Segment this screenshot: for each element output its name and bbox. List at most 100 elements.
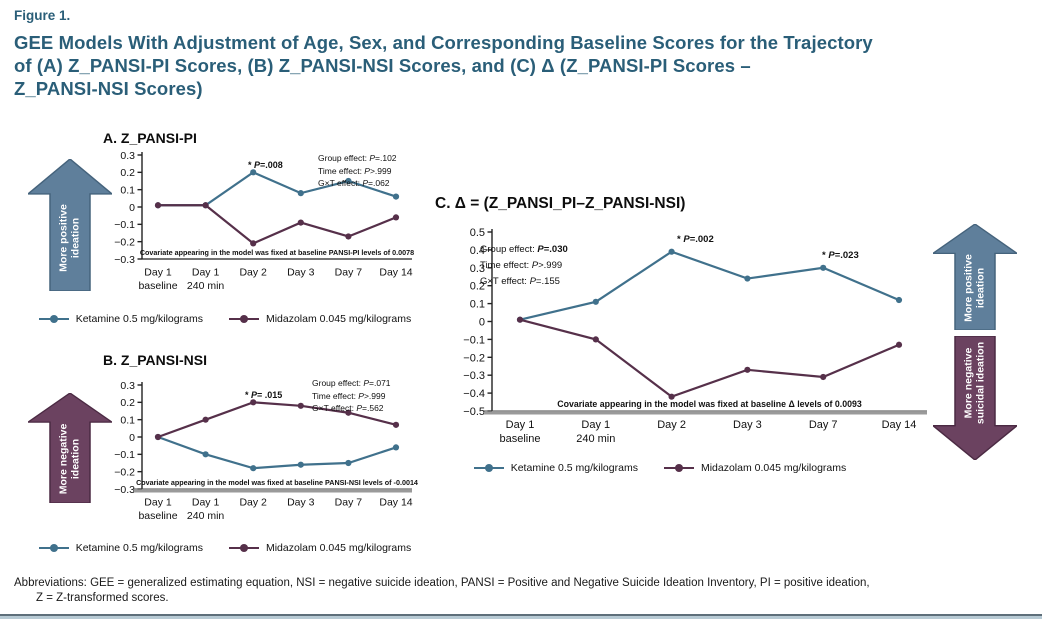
figure-label: Figure 1. (14, 8, 71, 23)
more-positive-ideation-arrow: More positive ideation (25, 158, 115, 292)
arrow-label: More positive ideation (962, 253, 987, 322)
abbreviations: Abbreviations: GEE = generalized estimat… (14, 576, 1028, 606)
more-negative-suicidal-ideation-arrow: More negative suicidal ideation (930, 335, 1020, 461)
ketamine-line-marker-icon (473, 464, 504, 473)
svg-text:−0.2: −0.2 (114, 236, 135, 248)
svg-text:−0.1: −0.1 (114, 449, 135, 461)
midazolam-line-marker-icon (228, 315, 259, 324)
svg-text:Day 1: Day 1 (144, 267, 172, 279)
panel-c: C. Δ = (Z_PANSI_PI–Z_PANSI-NSI) 0.5 0.4 0.… (425, 190, 1042, 490)
significance-label-c-day2: * P=.002 (677, 234, 714, 245)
svg-text:−0.2: −0.2 (114, 466, 135, 478)
svg-text:0.4: 0.4 (470, 245, 485, 257)
down-arrow-icon (930, 335, 1020, 461)
panel-b: B. Z_PANSI-NSI More negative ideation 0.… (0, 347, 420, 569)
midazolam-line-marker-icon (228, 544, 259, 553)
arrow-label: More negative suicidal ideation (962, 341, 987, 425)
svg-text:Day 1: Day 1 (144, 497, 172, 509)
panel-b-stats: Group effect: P=.071 Time effect: P>.999… (312, 378, 391, 413)
svg-text:Day 14: Day 14 (379, 267, 412, 279)
significance-label-a: * P=.008 (248, 160, 283, 170)
legend-ketamine: Ketamine 0.5 mg/kilograms (38, 542, 203, 554)
figure-title: GEE Models With Adjustment of Age, Sex, … (14, 31, 873, 100)
significance-label-b: * P= .015 (245, 390, 283, 400)
svg-text:Day 2: Day 2 (239, 497, 267, 509)
legend-ketamine: Ketamine 0.5 mg/kilograms (473, 462, 638, 474)
ketamine-line-marker-icon (38, 315, 69, 324)
svg-text:0: 0 (479, 316, 485, 328)
svg-text:240 min: 240 min (576, 433, 615, 445)
panel-a: A. Z_PANSI-PI More positive ideation 0.3… (0, 125, 420, 343)
legend-midazolam: Midazolam 0.045 mg/kilograms (228, 313, 411, 325)
arrow-label: More positive ideation (57, 204, 82, 273)
svg-text:0.2: 0.2 (120, 167, 135, 179)
svg-text:Day 1: Day 1 (506, 419, 535, 431)
svg-text:Day 1: Day 1 (581, 419, 610, 431)
more-positive-ideation-arrow: More positive ideation (930, 223, 1020, 331)
panel-b-legend: Ketamine 0.5 mg/kilograms Midazolam 0.04… (30, 542, 420, 554)
svg-text:Day 3: Day 3 (733, 419, 762, 431)
svg-text:−0.3: −0.3 (114, 254, 135, 266)
svg-text:0.1: 0.1 (120, 414, 135, 426)
figure-title-line-3: Z_PANSI-NSI Scores) (14, 78, 203, 99)
chart-c-plot: 0.5 0.4 0.3 0.2 0.1 0 −0.1 −0.2 −0.3 −0.4 −0.5 Day … (463, 227, 927, 445)
svg-text:Day 14: Day 14 (379, 497, 412, 509)
panel-a-title: A. Z_PANSI-PI (103, 130, 197, 146)
figure-title-line-1: GEE Models With Adjustment of Age, Sex, … (14, 32, 873, 53)
svg-text:−0.3: −0.3 (114, 484, 135, 496)
svg-text:baseline: baseline (138, 280, 177, 292)
panel-b-title: B. Z_PANSI-NSI (103, 352, 207, 368)
svg-text:0: 0 (129, 202, 135, 214)
svg-text:Day 1: Day 1 (192, 497, 220, 509)
svg-text:Day 2: Day 2 (239, 267, 267, 279)
more-negative-ideation-arrow: More negative ideation (25, 392, 115, 504)
legend-midazolam: Midazolam 0.045 mg/kilograms (663, 462, 846, 474)
svg-text:Day 7: Day 7 (809, 419, 838, 431)
abbreviations-line-1: Abbreviations: GEE = generalized estimat… (14, 577, 870, 589)
svg-text:Covariate appearing in the mod: Covariate appearing in the model was fix… (557, 399, 862, 409)
panel-a-stats: Group effect: P=.102 Time effect: P>.999… (318, 153, 397, 188)
svg-text:Covariate appearing in the mod: Covariate appearing in the model was fix… (136, 478, 418, 487)
svg-text:0.2: 0.2 (470, 281, 485, 293)
arrow-label: More negative ideation (57, 423, 82, 495)
significance-label-c-day7: * P=.023 (822, 250, 859, 261)
abbreviations-line-2: Z = Z-transformed scores. (36, 592, 169, 604)
svg-text:−0.1: −0.1 (463, 334, 485, 346)
svg-text:baseline: baseline (138, 510, 177, 522)
svg-text:0.3: 0.3 (120, 150, 135, 162)
svg-text:0.3: 0.3 (470, 263, 485, 275)
svg-text:−0.5: −0.5 (463, 406, 485, 418)
svg-text:−0.4: −0.4 (463, 388, 485, 400)
svg-text:Day 3: Day 3 (287, 267, 315, 279)
svg-text:Day 3: Day 3 (287, 497, 315, 509)
svg-text:Day 2: Day 2 (657, 419, 686, 431)
midazolam-line-marker-icon (663, 464, 694, 473)
svg-text:−0.2: −0.2 (463, 352, 485, 364)
svg-text:Covariate appearing in the mod: Covariate appearing in the model was fix… (140, 248, 414, 257)
svg-text:0.1: 0.1 (470, 299, 485, 311)
svg-text:0.1: 0.1 (120, 184, 135, 196)
svg-text:Day 14: Day 14 (882, 419, 917, 431)
svg-text:Day 1: Day 1 (192, 267, 220, 279)
svg-text:0: 0 (129, 432, 135, 444)
panel-c-legend: Ketamine 0.5 mg/kilograms Midazolam 0.04… (425, 462, 895, 474)
svg-text:Day 7: Day 7 (335, 497, 363, 509)
legend-ketamine: Ketamine 0.5 mg/kilograms (38, 313, 203, 325)
svg-text:−0.3: −0.3 (463, 370, 485, 382)
bottom-rule (0, 614, 1042, 619)
panel-c-title: C. Δ = (Z_PANSI_PI–Z_PANSI-NSI) (435, 195, 686, 212)
svg-text:Day 7: Day 7 (335, 267, 363, 279)
panel-a-legend: Ketamine 0.5 mg/kilograms Midazolam 0.04… (30, 313, 420, 325)
svg-text:−0.1: −0.1 (114, 219, 135, 231)
panel-c-stats: Group effect: P=.030 Time effect: P>.999… (480, 244, 568, 287)
svg-text:0.5: 0.5 (470, 227, 485, 239)
legend-midazolam: Midazolam 0.045 mg/kilograms (228, 542, 411, 554)
svg-text:0.2: 0.2 (120, 397, 135, 409)
svg-text:240 min: 240 min (187, 280, 225, 292)
svg-text:240 min: 240 min (187, 510, 225, 522)
ketamine-line-marker-icon (38, 544, 69, 553)
svg-text:0.3: 0.3 (120, 380, 135, 392)
svg-text:baseline: baseline (500, 433, 541, 445)
